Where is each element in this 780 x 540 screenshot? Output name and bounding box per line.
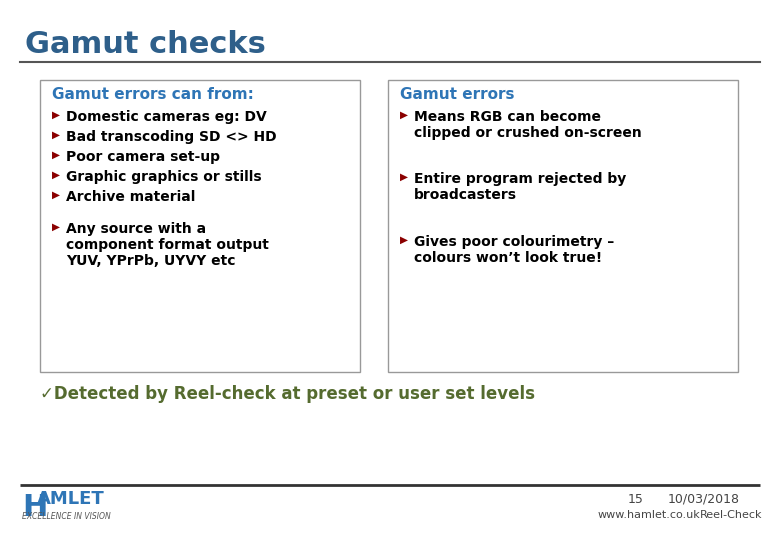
Text: component format output: component format output bbox=[66, 238, 269, 252]
Text: Entire program rejected by: Entire program rejected by bbox=[414, 172, 626, 186]
Text: Gamut errors: Gamut errors bbox=[400, 87, 515, 102]
Text: ✓Detected by Reel-check at preset or user set levels: ✓Detected by Reel-check at preset or use… bbox=[40, 385, 535, 403]
Text: ▶: ▶ bbox=[52, 110, 60, 120]
Text: EXCELLENCE IN VISION: EXCELLENCE IN VISION bbox=[22, 512, 111, 521]
Text: Any source with a: Any source with a bbox=[66, 222, 206, 236]
Text: Bad transcoding SD <> HD: Bad transcoding SD <> HD bbox=[66, 130, 277, 144]
Text: ▶: ▶ bbox=[400, 110, 408, 120]
FancyBboxPatch shape bbox=[388, 80, 738, 372]
Text: Graphic graphics or stills: Graphic graphics or stills bbox=[66, 170, 261, 184]
Text: AMLET: AMLET bbox=[37, 490, 105, 508]
Text: Domestic cameras eg: DV: Domestic cameras eg: DV bbox=[66, 110, 267, 124]
Text: Means RGB can become: Means RGB can become bbox=[414, 110, 601, 124]
Text: ▶: ▶ bbox=[52, 190, 60, 200]
Text: ▶: ▶ bbox=[400, 172, 408, 182]
Text: H: H bbox=[22, 493, 48, 522]
Text: www.hamlet.co.uk: www.hamlet.co.uk bbox=[598, 510, 700, 520]
Text: colours won’t look true!: colours won’t look true! bbox=[414, 251, 602, 265]
Text: ▶: ▶ bbox=[52, 222, 60, 232]
Text: 10/03/2018: 10/03/2018 bbox=[668, 493, 740, 506]
FancyBboxPatch shape bbox=[40, 80, 360, 372]
Text: Gives poor colourimetry –: Gives poor colourimetry – bbox=[414, 235, 615, 249]
Text: Gamut checks: Gamut checks bbox=[25, 30, 266, 59]
Text: 15: 15 bbox=[628, 493, 644, 506]
Text: Poor camera set-up: Poor camera set-up bbox=[66, 150, 220, 164]
Text: ▶: ▶ bbox=[52, 150, 60, 160]
Text: ▶: ▶ bbox=[52, 130, 60, 140]
Text: ▶: ▶ bbox=[52, 170, 60, 180]
Text: ▶: ▶ bbox=[400, 235, 408, 245]
Text: clipped or crushed on-screen: clipped or crushed on-screen bbox=[414, 126, 642, 140]
Text: YUV, YPrPb, UYVY etc: YUV, YPrPb, UYVY etc bbox=[66, 254, 236, 268]
Text: Gamut errors can from:: Gamut errors can from: bbox=[52, 87, 254, 102]
Text: Reel-Check: Reel-Check bbox=[700, 510, 763, 520]
Text: Archive material: Archive material bbox=[66, 190, 195, 204]
Text: broadcasters: broadcasters bbox=[414, 188, 517, 202]
